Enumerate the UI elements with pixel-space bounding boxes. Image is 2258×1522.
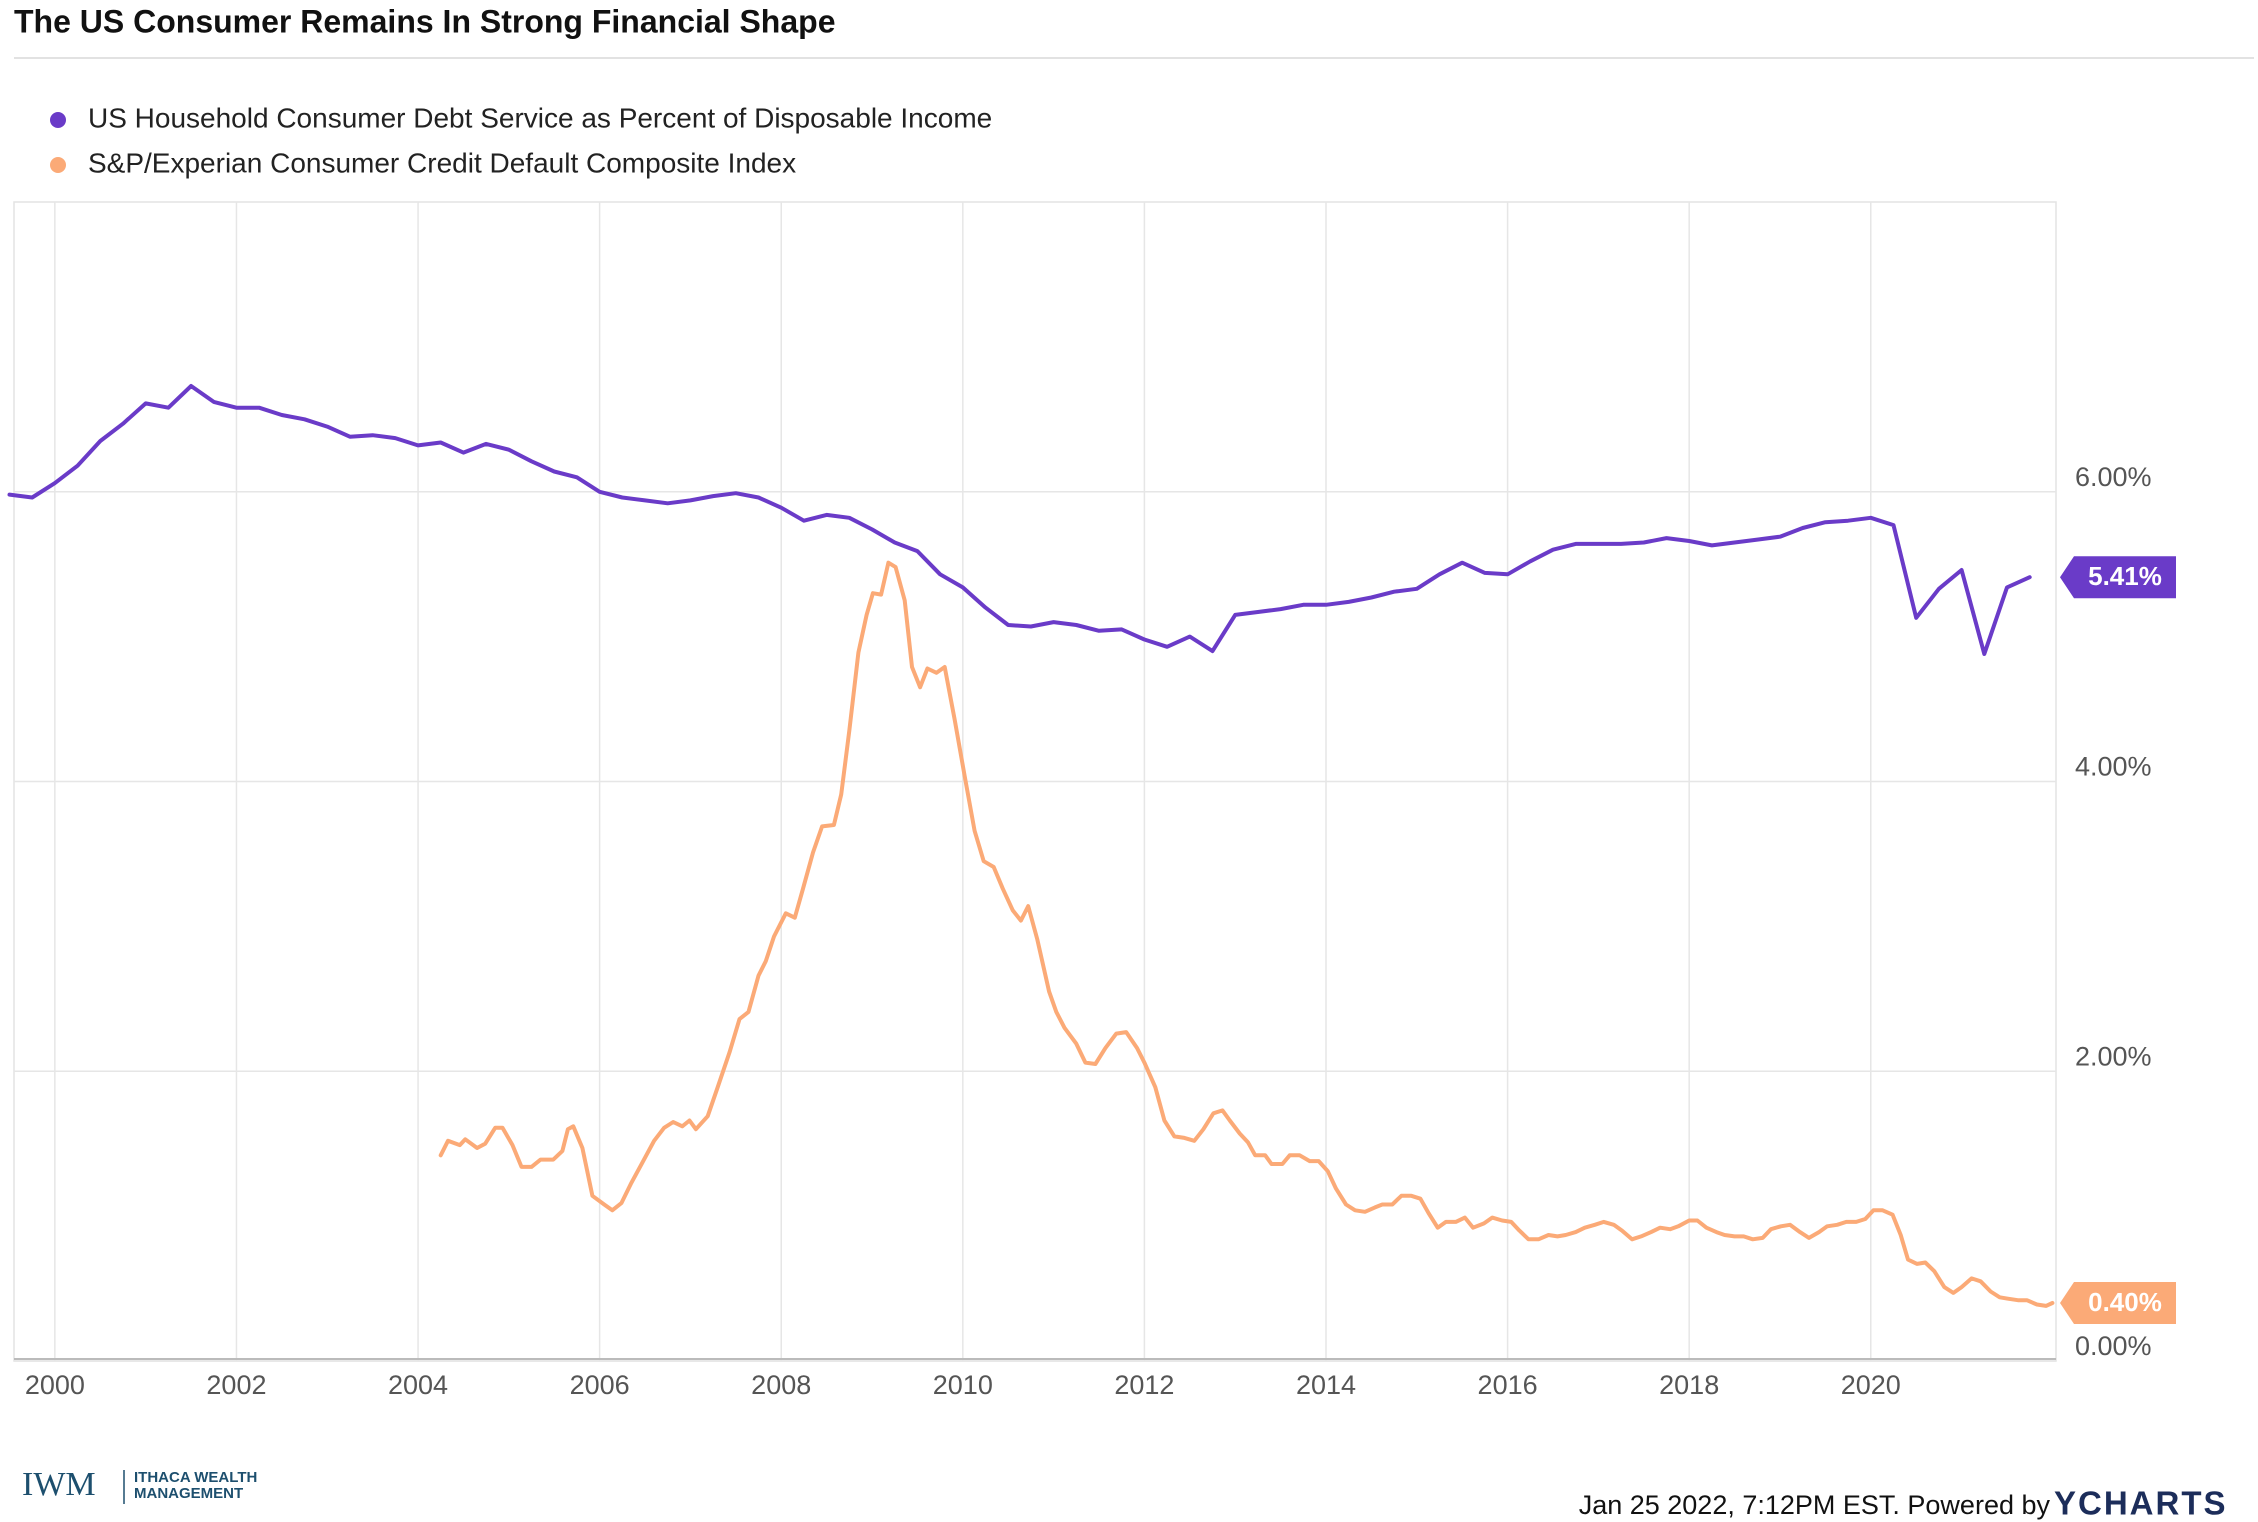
x-tick-label: 2012 xyxy=(1114,1370,1174,1400)
y-tick-label: 6.00% xyxy=(2075,462,2152,492)
y-tick-label: 4.00% xyxy=(2075,752,2152,782)
end-label-badge xyxy=(2060,1282,2176,1325)
footer-brand: YCHARTS xyxy=(2054,1485,2228,1522)
footer-timestamp: Jan 25 2022, 7:12PM EST. Powered by xyxy=(1579,1490,2051,1520)
logo-line: MANAGEMENT xyxy=(134,1485,243,1502)
x-tick-label: 2014 xyxy=(1296,1370,1356,1400)
x-tick-label: 2020 xyxy=(1841,1370,1901,1400)
x-tick-label: 2000 xyxy=(25,1370,85,1400)
end-label: 0.40% xyxy=(2088,1287,2162,1317)
x-tick-label: 2010 xyxy=(933,1370,993,1400)
chart-title: The US Consumer Remains In Strong Financ… xyxy=(14,3,835,39)
end-label-badge xyxy=(2060,556,2176,599)
logo-mark: IWM xyxy=(22,1466,96,1503)
grid xyxy=(13,201,2057,1362)
series-line xyxy=(438,560,2055,1308)
legend-label: US Household Consumer Debt Service as Pe… xyxy=(88,102,992,133)
y-tick-label: 0.00% xyxy=(2075,1331,2152,1361)
x-tick-label: 2018 xyxy=(1659,1370,1719,1400)
x-tick-label: 2008 xyxy=(751,1370,811,1400)
logo-line: ITHACA WEALTH xyxy=(134,1469,257,1486)
legend-marker xyxy=(50,157,66,173)
series-line xyxy=(7,384,2032,656)
x-tick-label: 2002 xyxy=(206,1370,266,1400)
x-tick-label: 2004 xyxy=(388,1370,448,1400)
end-label: 5.41% xyxy=(2088,561,2162,591)
x-tick-label: 2016 xyxy=(1478,1370,1538,1400)
legend-label: S&P/Experian Consumer Credit Default Com… xyxy=(88,147,796,178)
y-tick-label: 2.00% xyxy=(2075,1041,2152,1071)
x-tick-label: 2006 xyxy=(570,1370,630,1400)
legend-marker xyxy=(50,112,66,128)
